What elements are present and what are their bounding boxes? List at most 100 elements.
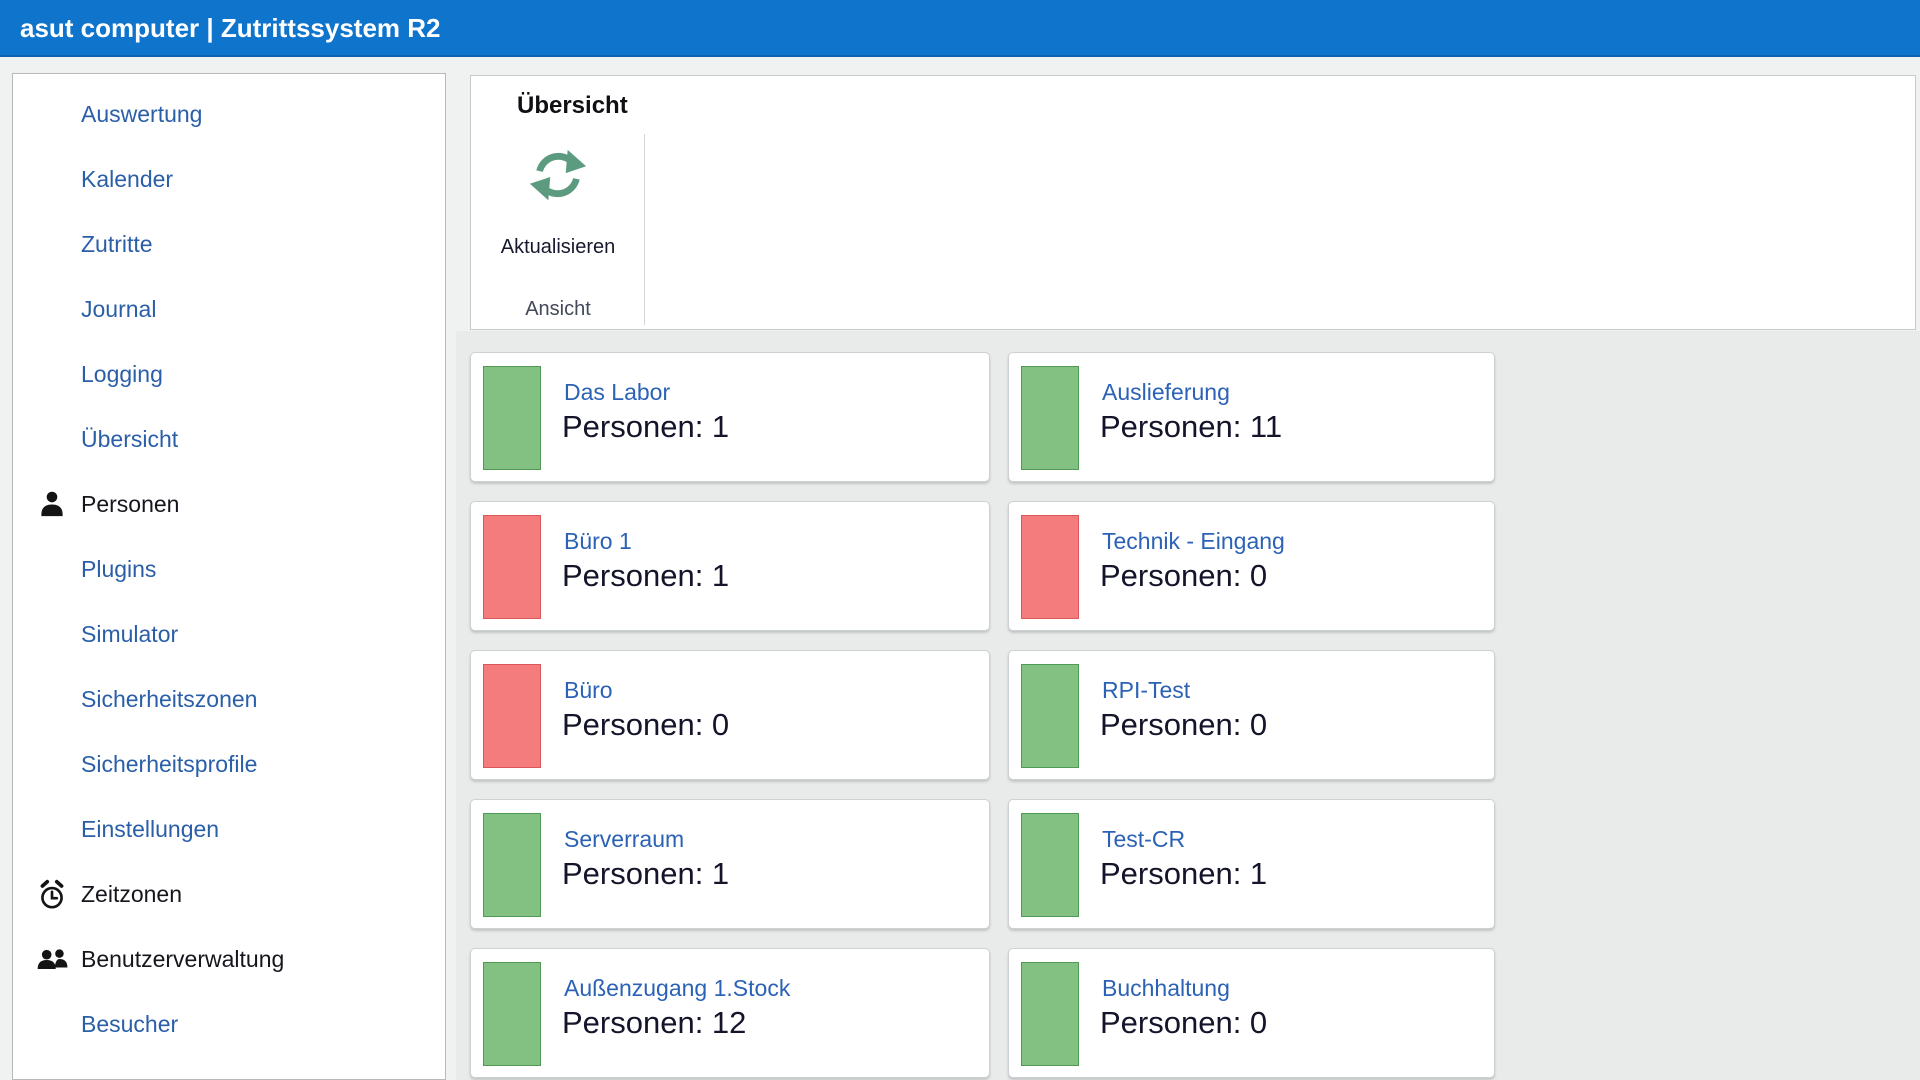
refresh-icon xyxy=(471,144,645,206)
zone-person-count: Personen: 0 xyxy=(1100,558,1268,593)
zone-card-aussenzugang-1-stock[interactable]: Außenzugang 1.Stock Personen: 12 xyxy=(470,948,990,1078)
sidebar-item-label: Personen xyxy=(81,491,180,517)
sidebar-item-label: Kalender xyxy=(81,166,174,192)
zone-person-count: Personen: 0 xyxy=(562,707,730,742)
zone-person-count: Personen: 11 xyxy=(1100,409,1283,444)
sidebar-item-logging[interactable]: Logging xyxy=(13,342,445,407)
zone-name-link[interactable]: Büro 1 xyxy=(564,528,632,554)
sidebar-menu: Auswertung Kalender Zutritte Journal Log… xyxy=(13,74,445,1057)
zone-person-count: Personen: 12 xyxy=(562,1005,747,1040)
zone-person-count: Personen: 1 xyxy=(562,856,730,891)
sidebar-item-label: Simulator xyxy=(81,621,179,647)
overview-panel: Das Labor Personen: 1 Auslieferung Perso… xyxy=(456,331,1920,1080)
sidebar-item-personen[interactable]: Personen xyxy=(13,472,445,537)
sidebar-item-sicherheitszonen[interactable]: Sicherheitszonen xyxy=(13,667,445,732)
zone-card-test-cr[interactable]: Test-CR Personen: 1 xyxy=(1008,799,1495,929)
zone-status-swatch xyxy=(1021,962,1079,1066)
sidebar-item-label: Einstellungen xyxy=(81,816,220,842)
zone-status-swatch xyxy=(1021,664,1079,768)
app-title: asut computer | Zutrittssystem R2 xyxy=(20,13,441,43)
ribbon-group-ansicht: Aktualisieren Ansicht xyxy=(471,134,645,329)
aktualisieren-button-label: Aktualisieren xyxy=(500,236,616,258)
zone-person-count: Personen: 1 xyxy=(1100,856,1268,891)
zone-card-grid: Das Labor Personen: 1 Auslieferung Perso… xyxy=(470,352,1495,1078)
nav-icon-placeholder xyxy=(29,159,75,201)
sidebar-item-label: Sicherheitsprofile xyxy=(81,751,258,777)
ribbon-group-separator xyxy=(644,134,645,325)
sidebar-item-journal[interactable]: Journal xyxy=(13,277,445,342)
nav-icon-placeholder xyxy=(29,354,75,396)
aktualisieren-button[interactable]: Aktualisieren xyxy=(471,144,645,259)
zone-name-link[interactable]: Auslieferung xyxy=(1102,379,1230,405)
zone-status-swatch xyxy=(1021,515,1079,619)
nav-icon-placeholder xyxy=(29,289,75,331)
zone-status-swatch xyxy=(483,664,541,768)
nav-icon-placeholder xyxy=(29,224,75,266)
sidebar-item-benutzerverwaltung[interactable]: Benutzerverwaltung xyxy=(13,927,445,992)
sidebar-item-zeitzonen[interactable]: Zeitzonen xyxy=(13,862,445,927)
sidebar-item-label: Benutzerverwaltung xyxy=(81,946,285,972)
title-bar: asut computer | Zutrittssystem R2 xyxy=(0,0,1920,57)
sidebar-item-ubersicht[interactable]: Übersicht xyxy=(13,407,445,472)
sidebar-item-auswertung[interactable]: Auswertung xyxy=(13,82,445,147)
sidebar-item-kalender[interactable]: Kalender xyxy=(13,147,445,212)
zone-person-count: Personen: 1 xyxy=(562,558,730,593)
zone-status-swatch xyxy=(483,515,541,619)
zone-card-technik-eingang[interactable]: Technik - Eingang Personen: 0 xyxy=(1008,501,1495,631)
zone-card-buchhaltung[interactable]: Buchhaltung Personen: 0 xyxy=(1008,948,1495,1078)
zone-card-das-labor[interactable]: Das Labor Personen: 1 xyxy=(470,352,990,482)
zone-status-swatch xyxy=(483,366,541,470)
sidebar-item-label: Sicherheitszonen xyxy=(81,686,258,712)
sidebar-item-plugins[interactable]: Plugins xyxy=(13,537,445,602)
sidebar-item-label: Plugins xyxy=(81,556,157,582)
zone-card-buro-1[interactable]: Büro 1 Personen: 1 xyxy=(470,501,990,631)
sidebar-item-label: Besucher xyxy=(81,1011,179,1037)
nav-icon-placeholder xyxy=(29,549,75,591)
zone-name-link[interactable]: Serverraum xyxy=(564,826,685,852)
zone-person-count: Personen: 1 xyxy=(562,409,730,444)
zone-name-link[interactable]: RPI-Test xyxy=(1102,677,1191,703)
sidebar-item-label: Zeitzonen xyxy=(81,881,183,907)
nav-icon-placeholder xyxy=(29,1004,75,1046)
nav-icon-placeholder xyxy=(29,679,75,721)
sidebar-item-label: Logging xyxy=(81,361,163,387)
zone-card-rpi-test[interactable]: RPI-Test Personen: 0 xyxy=(1008,650,1495,780)
sidebar-item-label: Journal xyxy=(81,296,157,322)
zone-card-auslieferung[interactable]: Auslieferung Personen: 11 xyxy=(1008,352,1495,482)
sidebar-item-label: Übersicht xyxy=(81,426,179,452)
zone-card-serverraum[interactable]: Serverraum Personen: 1 xyxy=(470,799,990,929)
zone-card-buro[interactable]: Büro Personen: 0 xyxy=(470,650,990,780)
sidebar-item-zutritte[interactable]: Zutritte xyxy=(13,212,445,277)
sidebar-item-label: Auswertung xyxy=(81,101,203,127)
sidebar: Auswertung Kalender Zutritte Journal Log… xyxy=(12,73,446,1080)
sidebar-item-simulator[interactable]: Simulator xyxy=(13,602,445,667)
person-icon xyxy=(29,484,75,526)
zone-status-swatch xyxy=(1021,813,1079,917)
zone-name-link[interactable]: Büro xyxy=(564,677,613,703)
nav-icon-placeholder xyxy=(29,419,75,461)
ribbon-group-label: Ansicht xyxy=(525,298,591,320)
zone-name-link[interactable]: Das Labor xyxy=(564,379,671,405)
zone-person-count: Personen: 0 xyxy=(1100,1005,1268,1040)
tab-uebersicht[interactable]: Übersicht xyxy=(517,92,628,119)
sidebar-item-besucher[interactable]: Besucher xyxy=(13,992,445,1057)
nav-icon-placeholder xyxy=(29,809,75,851)
zone-status-swatch xyxy=(483,813,541,917)
zone-person-count: Personen: 0 xyxy=(1100,707,1268,742)
zone-name-link[interactable]: Außenzugang 1.Stock xyxy=(564,975,791,1001)
ribbon: Übersicht Aktualisieren Ansicht xyxy=(470,75,1916,330)
zone-name-link[interactable]: Buchhaltung xyxy=(1102,975,1230,1001)
zone-status-swatch xyxy=(483,962,541,1066)
zone-status-swatch xyxy=(1021,366,1079,470)
zone-name-link[interactable]: Technik - Eingang xyxy=(1102,528,1285,554)
nav-icon-placeholder xyxy=(29,744,75,786)
sidebar-item-einstellungen[interactable]: Einstellungen xyxy=(13,797,445,862)
sidebar-item-label: Zutritte xyxy=(81,231,153,257)
nav-icon-placeholder xyxy=(29,614,75,656)
sidebar-item-sicherheitsprofile[interactable]: Sicherheitsprofile xyxy=(13,732,445,797)
nav-icon-placeholder xyxy=(29,94,75,136)
users-icon xyxy=(29,939,75,981)
zone-name-link[interactable]: Test-CR xyxy=(1102,826,1186,852)
alarm-clock-icon xyxy=(29,874,75,916)
